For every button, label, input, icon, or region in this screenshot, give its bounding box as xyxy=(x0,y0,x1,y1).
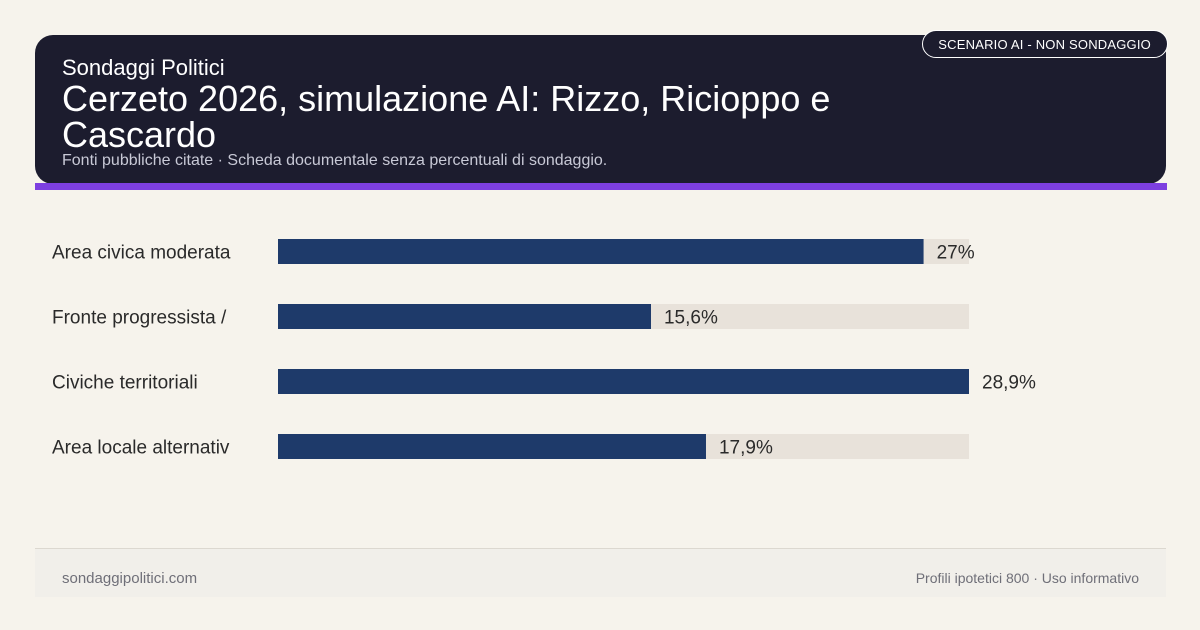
bar xyxy=(278,369,969,394)
category-label: Area locale alternativ xyxy=(52,438,230,459)
bar-row: Fronte progressista / 15,6% xyxy=(52,304,969,329)
page-subtitle: Fonti pubbliche citate · Scheda document… xyxy=(62,152,608,169)
bar-row: Civiche territoriali 28,9% xyxy=(52,369,1036,394)
footer-note: Profili ipotetici 800 · Uso informativo xyxy=(915,570,1139,586)
header-accent-bar xyxy=(35,183,1167,190)
page-title: Cerzeto 2026, simulazione AI: Rizzo, Ric… xyxy=(62,78,831,155)
bar-row: Area civica moderata 27% xyxy=(52,239,975,264)
footer-site: sondaggipolitici.com xyxy=(62,570,198,587)
footer: sondaggipolitici.com Profili ipotetici 8… xyxy=(35,548,1166,597)
category-label: Area civica moderata xyxy=(52,243,231,264)
value-label: 17,9% xyxy=(719,438,773,459)
header-panel xyxy=(35,35,1166,184)
category-label: Civiche territoriali xyxy=(52,373,198,394)
brand-name: Sondaggi Politici xyxy=(62,55,225,80)
bar xyxy=(278,304,651,329)
value-label: 27% xyxy=(937,243,975,264)
bar xyxy=(278,434,706,459)
value-label: 15,6% xyxy=(664,308,718,329)
scenario-badge-label: SCENARIO AI - NON SONDAGGIO xyxy=(938,36,1151,52)
bar xyxy=(278,239,924,264)
category-label: Fronte progressista / xyxy=(52,308,227,329)
bar-row: Area locale alternativ 17,9% xyxy=(52,434,969,459)
scenario-badge: SCENARIO AI - NON SONDAGGIO xyxy=(922,30,1168,58)
value-label: 28,9% xyxy=(982,373,1036,394)
